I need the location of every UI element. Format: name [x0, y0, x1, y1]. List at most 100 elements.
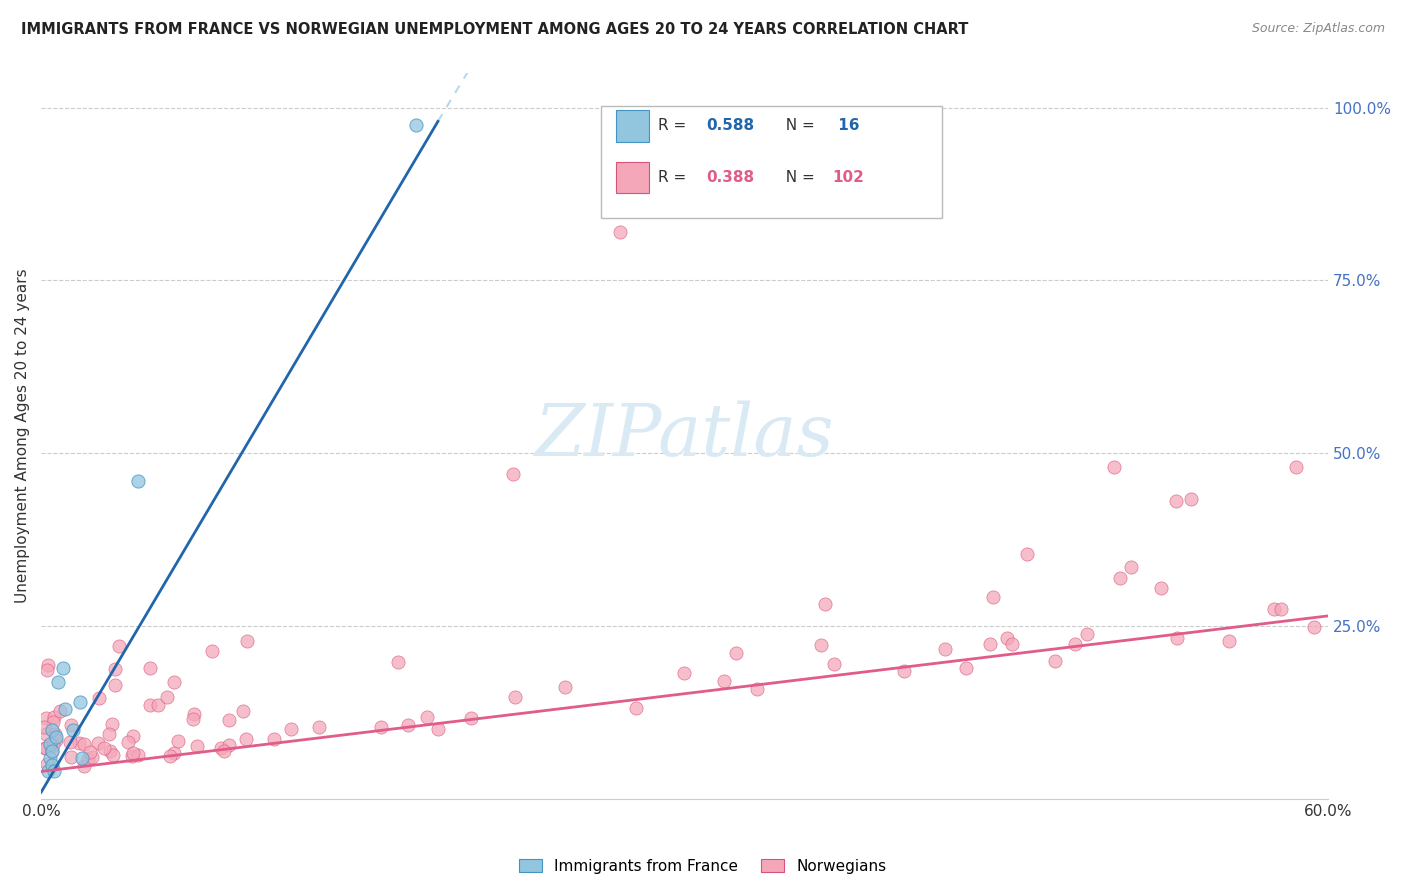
Point [51, 661, 73, 675]
Point [1285, 460, 1308, 475]
Point [235, 634, 257, 648]
Point [979, 637, 1001, 651]
Point [426, 722, 449, 736]
Point [59, 750, 82, 764]
Point [934, 642, 956, 657]
Point [67, 736, 90, 750]
Point [41, 723, 63, 737]
Point [70, 750, 93, 764]
Bar [616, 162, 648, 194]
Point [62, 723, 84, 737]
Point [1102, 460, 1125, 475]
Point [1017, 547, 1039, 561]
Point [108, 639, 131, 653]
Point [42, 739, 65, 753]
Point [53, 702, 76, 716]
Point [672, 665, 695, 680]
Point [104, 678, 127, 692]
Point [37, 757, 59, 772]
Legend: Immigrants from France, Norwegians: Immigrants from France, Norwegians [513, 853, 893, 880]
Point [32, 720, 55, 734]
Point [814, 597, 837, 611]
Point [49, 704, 72, 718]
Point [1109, 571, 1132, 585]
Point [181, 712, 204, 726]
Point [127, 748, 149, 763]
Point [104, 662, 127, 676]
Point [45, 730, 67, 744]
Point [159, 748, 181, 763]
Point [218, 739, 240, 753]
Bar [616, 110, 648, 142]
Point [745, 681, 768, 696]
Point [232, 704, 254, 718]
Point [396, 718, 419, 732]
Point [127, 474, 149, 488]
Point [69, 695, 91, 709]
Point [46, 674, 69, 689]
Point [370, 720, 392, 734]
Point [122, 747, 145, 761]
Point [41, 744, 63, 758]
Point [209, 740, 232, 755]
Point [59, 734, 82, 748]
Point [42, 715, 65, 730]
Text: 0.588: 0.588 [706, 119, 755, 134]
Point [101, 747, 124, 762]
Text: 102: 102 [832, 170, 865, 186]
Point [44, 727, 66, 741]
Point [93, 740, 115, 755]
Point [1263, 601, 1285, 615]
Text: IMMIGRANTS FROM FRANCE VS NORWEGIAN UNEMPLOYMENT AMONG AGES 20 TO 24 YEARS CORRE: IMMIGRANTS FROM FRANCE VS NORWEGIAN UNEM… [21, 22, 969, 37]
Point [1043, 654, 1066, 668]
Point [713, 673, 735, 688]
Point [121, 748, 143, 763]
Point [263, 732, 285, 747]
Text: N =: N = [776, 119, 820, 134]
Y-axis label: Unemployment Among Ages 20 to 24 years: Unemployment Among Ages 20 to 24 years [15, 268, 30, 603]
Point [1119, 560, 1142, 574]
Point [101, 716, 124, 731]
Point [405, 118, 427, 132]
Point [41, 744, 63, 758]
Point [1001, 637, 1024, 651]
Point [37, 657, 59, 672]
Point [35, 711, 58, 725]
Text: ZIPatlas: ZIPatlas [534, 401, 834, 471]
Point [41, 757, 63, 772]
Point [235, 732, 257, 747]
Point [167, 734, 190, 748]
Point [609, 225, 631, 239]
Point [624, 701, 647, 715]
Point [186, 739, 208, 753]
Text: R =: R = [658, 119, 690, 134]
Point [1076, 626, 1098, 640]
Point [35, 663, 58, 677]
Text: N =: N = [776, 170, 820, 186]
Point [121, 729, 143, 743]
Point [955, 661, 977, 675]
Text: 0.388: 0.388 [706, 170, 755, 186]
Point [44, 710, 66, 724]
Point [34, 740, 56, 755]
Point [42, 764, 65, 779]
Point [1166, 631, 1188, 645]
Point [80, 749, 103, 764]
Point [725, 646, 748, 660]
Point [163, 674, 186, 689]
Point [387, 655, 409, 669]
Point [1270, 601, 1292, 615]
Text: R =: R = [658, 170, 690, 186]
Point [995, 631, 1018, 645]
Point [139, 698, 162, 713]
FancyBboxPatch shape [600, 105, 942, 219]
Point [183, 707, 205, 722]
Point [1063, 637, 1085, 651]
Point [138, 661, 160, 675]
Point [34, 726, 56, 740]
Point [60, 718, 83, 732]
Point [308, 720, 330, 734]
Point [201, 644, 224, 658]
Point [163, 746, 186, 760]
Point [554, 680, 576, 694]
